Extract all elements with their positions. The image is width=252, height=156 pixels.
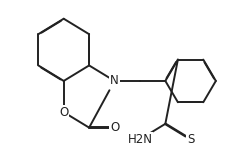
Text: H2N: H2N bbox=[127, 133, 152, 146]
Text: S: S bbox=[186, 133, 194, 146]
Text: N: N bbox=[110, 74, 118, 87]
Text: O: O bbox=[59, 106, 68, 119]
Text: O: O bbox=[109, 121, 119, 134]
